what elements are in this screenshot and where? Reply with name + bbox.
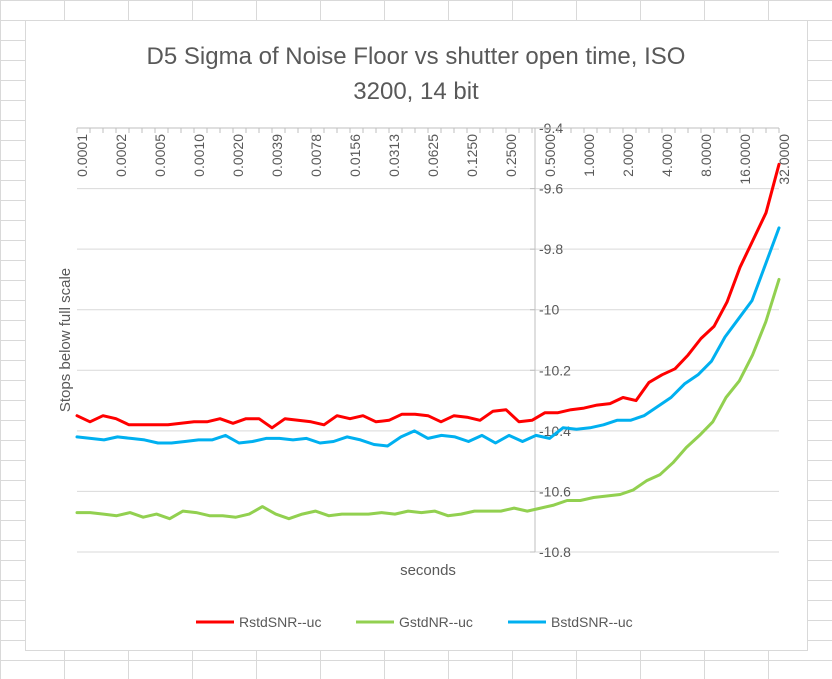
chart-title-line-1: D5 Sigma of Noise Floor vs shutter open … [146, 43, 686, 70]
y-tick-label: -10 [539, 302, 559, 318]
series-lines [75, 162, 781, 521]
x-tick-label: 0.2500 [503, 134, 519, 177]
x-tick-label: 1.0000 [581, 134, 597, 177]
x-tick-label: 0.0313 [386, 134, 402, 177]
x-tick-label: 0.0001 [74, 134, 90, 177]
x-tick-label: 32.0000 [776, 134, 792, 185]
legend-label: BstdSNR--uc [551, 614, 633, 630]
axis-labels: Stops below full scale seconds [57, 268, 456, 579]
series-line-rstdsnr-uc [75, 162, 781, 430]
axes: -9.4-9.6-9.8-10-10.2-10.4-10.6-10.80.000… [74, 120, 792, 560]
legend-label: GstdNR--uc [399, 614, 473, 630]
x-tick-label: 0.0039 [269, 134, 285, 177]
x-tick-label: 0.0002 [113, 134, 129, 177]
y-tick-label: -9.8 [539, 241, 563, 257]
x-tick-label: 8.0000 [698, 134, 714, 177]
y-tick-label: -10.8 [539, 544, 571, 560]
x-tick-label: 0.5000 [542, 134, 558, 177]
legend: RstdSNR--uc GstdNR--uc BstdSNR--uc [196, 614, 633, 630]
y-tick-label: -9.6 [539, 181, 563, 197]
chart-title-line-2: 3200, 14 bit [353, 78, 479, 105]
x-tick-label: 0.0010 [191, 134, 207, 177]
x-tick-label: 4.0000 [659, 134, 675, 177]
x-tick-label: 0.0625 [425, 134, 441, 177]
x-axis-title: seconds [400, 562, 456, 579]
legend-label: RstdSNR--uc [239, 614, 321, 630]
x-tick-label: 0.0156 [347, 134, 363, 177]
series-line-bstdsnr-uc [75, 226, 781, 448]
gridlines [77, 127, 779, 553]
x-tick-label: 0.0020 [230, 134, 246, 177]
y-tick-label: -10.6 [539, 483, 571, 499]
x-tick-label: 2.0000 [620, 134, 636, 177]
y-tick-label: -10.2 [539, 362, 571, 378]
y-axis-title: Stops below full scale [57, 268, 74, 412]
x-tick-label: 0.0078 [308, 134, 324, 177]
x-tick-label: 0.1250 [464, 134, 480, 177]
chart-area [25, 20, 808, 651]
series-line-gstdnr-uc [75, 277, 781, 521]
x-tick-label: 16.0000 [737, 134, 753, 185]
x-tick-label: 0.0005 [152, 134, 168, 177]
